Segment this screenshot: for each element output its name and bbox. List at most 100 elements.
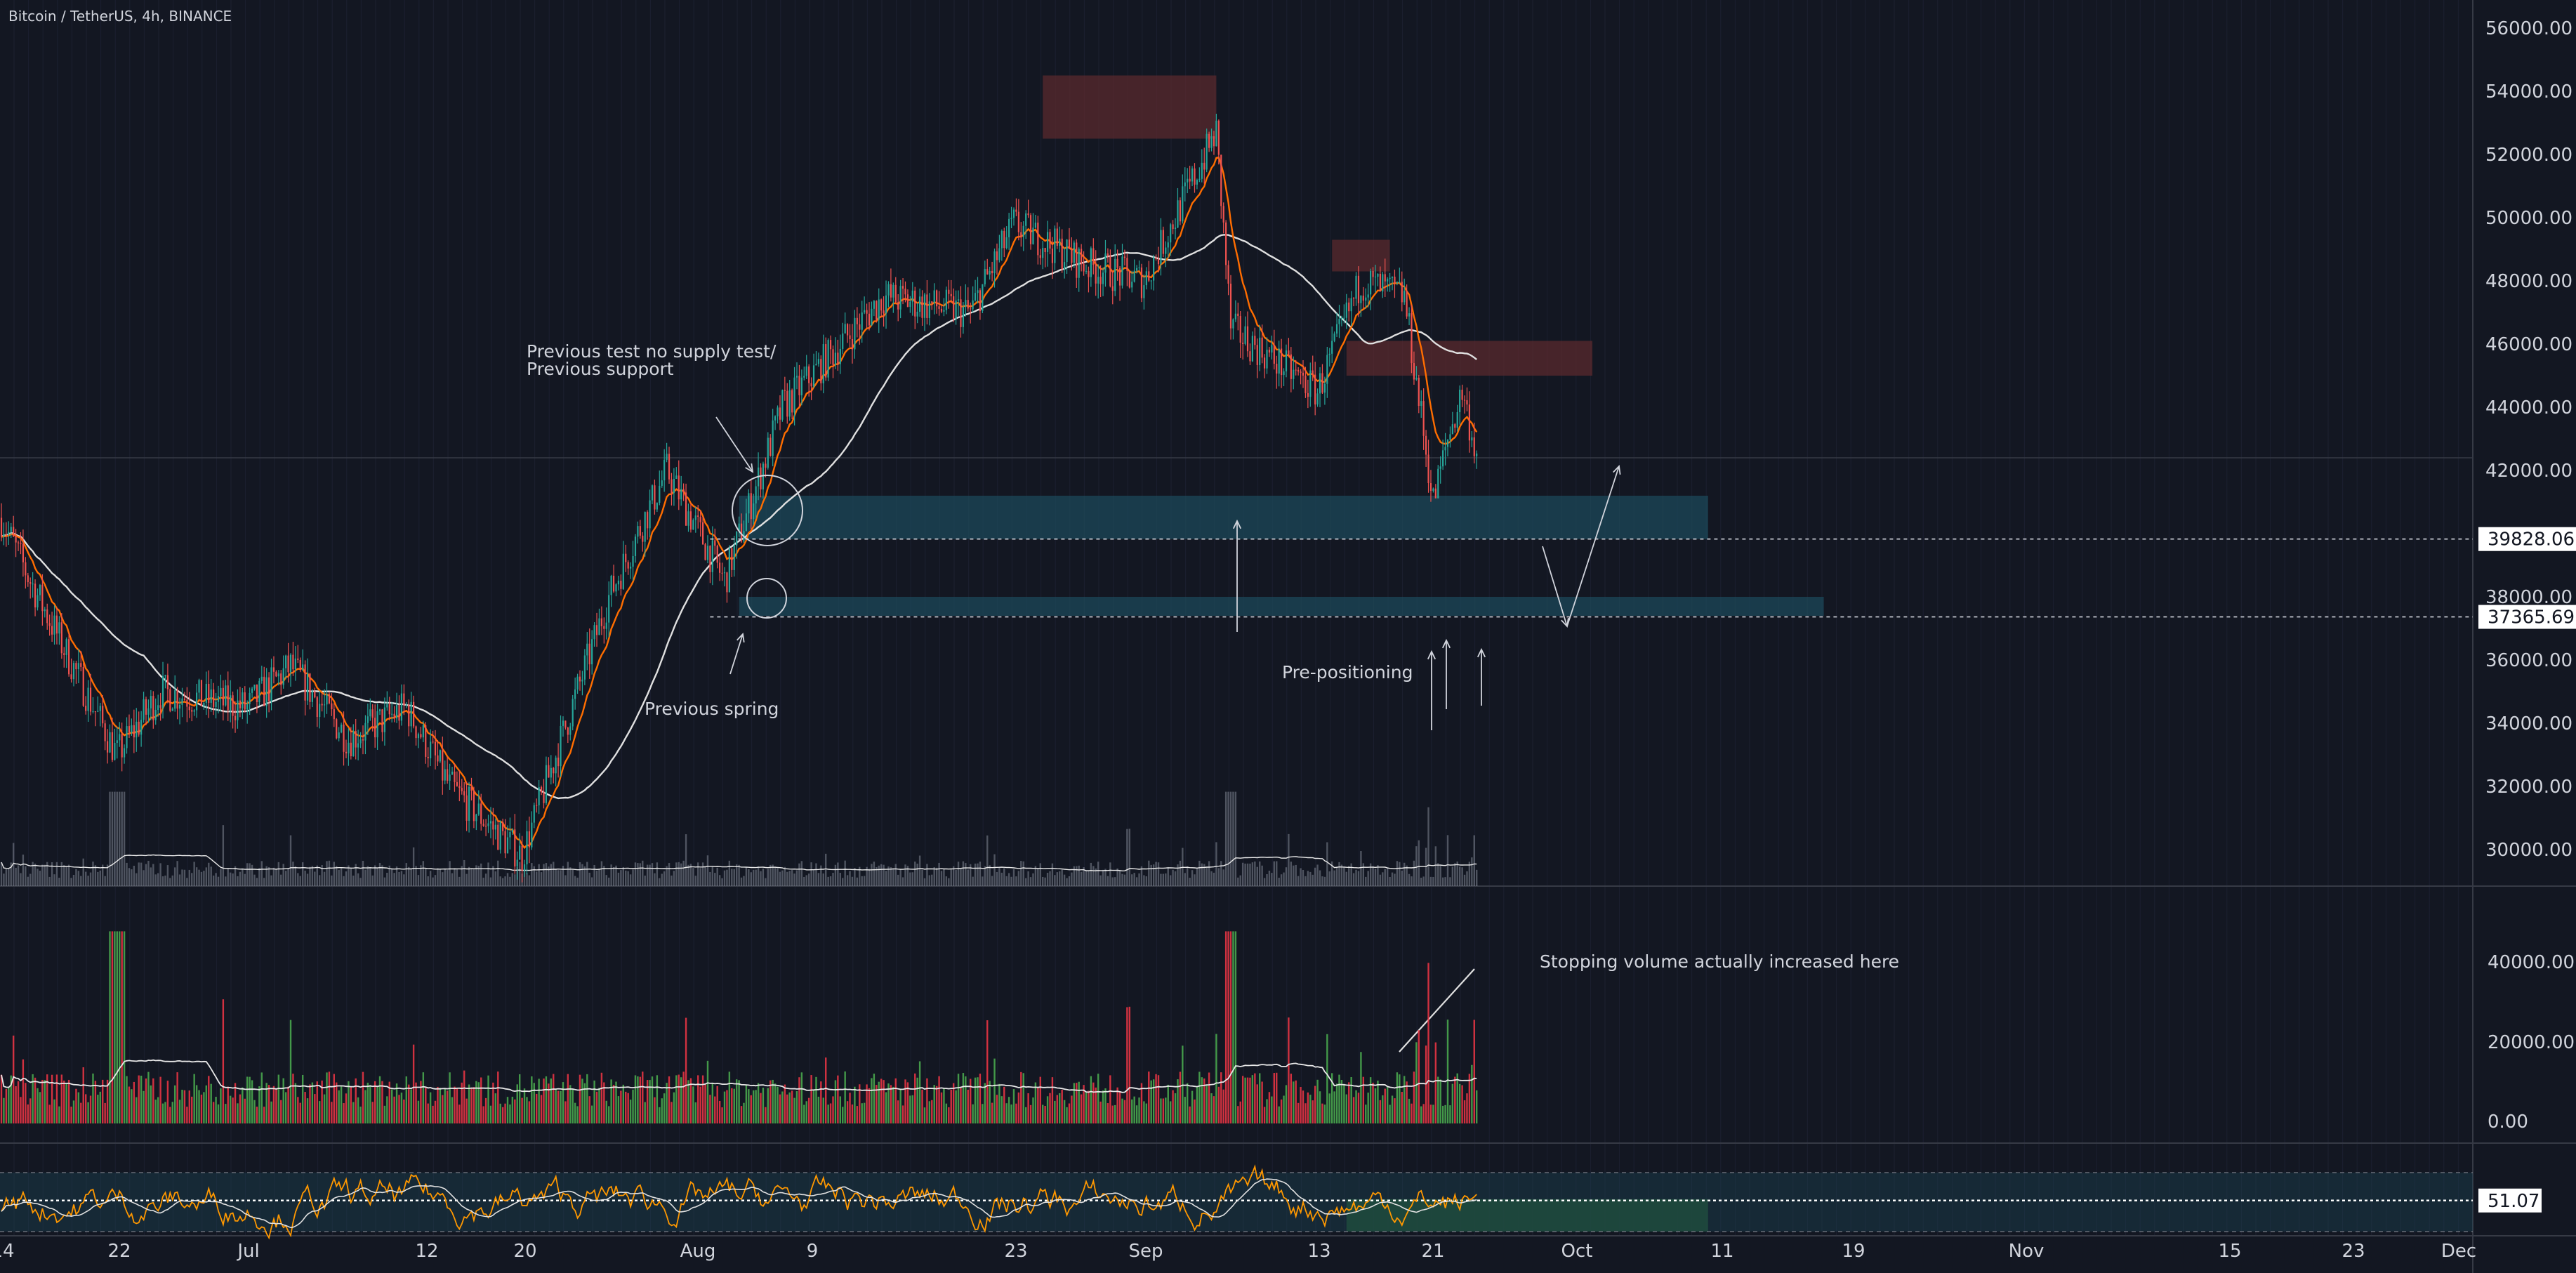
volume-bar bbox=[304, 1092, 306, 1123]
candle-body bbox=[282, 668, 284, 685]
candle-body bbox=[1461, 390, 1463, 400]
volume-bar bbox=[1227, 931, 1229, 1123]
candle-body bbox=[1044, 248, 1046, 252]
candle-body bbox=[51, 626, 53, 635]
candle-body bbox=[58, 622, 60, 634]
candle-body bbox=[834, 352, 837, 365]
volume-bar bbox=[911, 1095, 913, 1123]
volume-bar bbox=[740, 1106, 743, 1123]
rsi-marker-bg bbox=[2478, 1188, 2542, 1213]
candle-body bbox=[1326, 355, 1328, 384]
candle-body bbox=[716, 546, 718, 563]
volume-bar bbox=[1454, 1076, 1456, 1123]
overlay-volume-bar bbox=[661, 873, 663, 886]
volume-bar bbox=[41, 1079, 44, 1123]
candle-body bbox=[1128, 270, 1130, 288]
volume-bar bbox=[1155, 1074, 1157, 1123]
overlay-volume-bar bbox=[200, 871, 203, 886]
overlay-volume-bar bbox=[143, 870, 145, 886]
candle-body bbox=[285, 655, 287, 668]
candle-body bbox=[65, 639, 67, 655]
overlay-volume-bar bbox=[1256, 866, 1258, 886]
candle-body bbox=[136, 721, 138, 738]
candle-body bbox=[651, 485, 654, 501]
volume-bar bbox=[364, 1090, 366, 1123]
candle-body bbox=[1456, 412, 1458, 428]
overlay-volume-bar bbox=[345, 871, 348, 886]
volume-bar bbox=[574, 1102, 576, 1123]
overlay-volume-bar bbox=[1198, 860, 1201, 886]
overlay-volume-bar bbox=[147, 860, 150, 886]
candle-body bbox=[748, 493, 750, 514]
volume-bar bbox=[1177, 1079, 1179, 1123]
volume-bar bbox=[154, 1100, 157, 1123]
volume-bar bbox=[945, 1103, 948, 1123]
volume-bar bbox=[977, 1077, 979, 1123]
candle-body bbox=[612, 575, 615, 592]
volume-bar bbox=[425, 1088, 427, 1123]
volume-bar bbox=[446, 1090, 449, 1123]
candle-body bbox=[1384, 274, 1386, 282]
candle-body bbox=[1046, 232, 1049, 252]
candle-body bbox=[461, 788, 463, 791]
candle-body bbox=[936, 290, 938, 307]
candle-body bbox=[945, 289, 947, 310]
volume-bar bbox=[1391, 1095, 1394, 1123]
candles[interactable] bbox=[0, 114, 1478, 883]
volume-bar bbox=[671, 1102, 673, 1123]
volume-bar bbox=[1008, 1097, 1010, 1123]
volume-bar bbox=[451, 1097, 454, 1123]
overlay-volume-bar bbox=[1224, 791, 1227, 886]
candle-body bbox=[574, 689, 576, 699]
candle-body bbox=[473, 791, 475, 822]
candle-body bbox=[311, 691, 313, 702]
overlay-volume-bar bbox=[1348, 866, 1350, 886]
volume-bar bbox=[656, 1075, 659, 1123]
candle-body bbox=[1261, 337, 1263, 358]
candle-body bbox=[302, 664, 304, 671]
overlay-volume-bar bbox=[186, 878, 188, 886]
overlay-volume-bar bbox=[588, 872, 590, 886]
candle-body bbox=[154, 710, 157, 720]
volume-bar bbox=[629, 1100, 632, 1123]
volume-bar bbox=[1367, 1093, 1369, 1123]
volume-bar bbox=[1348, 1082, 1350, 1123]
candle-body bbox=[299, 659, 301, 671]
candle-body bbox=[489, 821, 492, 824]
volume-bar bbox=[555, 1089, 557, 1123]
overlay-volume-bar bbox=[1427, 807, 1429, 886]
candle-body bbox=[1357, 275, 1360, 303]
overlay-volume-bar bbox=[1116, 868, 1118, 886]
volume-bar bbox=[198, 1090, 200, 1123]
overlay-volume-bar bbox=[1234, 791, 1237, 886]
candle-body bbox=[772, 420, 774, 456]
overlay-volume-bar bbox=[499, 876, 501, 886]
volume-bar bbox=[644, 1102, 646, 1123]
candle-body bbox=[1182, 186, 1184, 222]
overlay-volume-bar bbox=[1391, 872, 1394, 886]
overlay-volume-bar bbox=[863, 876, 866, 886]
overlay-volume-bar bbox=[432, 877, 434, 886]
volume-bar bbox=[772, 1079, 774, 1123]
overlay-volume-bar bbox=[203, 871, 205, 886]
overlay-volume-bar bbox=[714, 873, 716, 886]
candle-body bbox=[593, 625, 595, 640]
overlay-volume-bar bbox=[458, 876, 461, 886]
overlay-volume-bar bbox=[1227, 791, 1229, 886]
volume-bar bbox=[743, 1102, 745, 1123]
candle-body bbox=[1160, 230, 1162, 265]
volume-bar bbox=[887, 1083, 890, 1123]
overlay-volume-bar bbox=[709, 871, 711, 886]
overlay-volume-bar bbox=[685, 834, 687, 886]
overlay-volume-bar bbox=[388, 865, 390, 886]
overlay-volume-bar bbox=[972, 876, 974, 886]
candle-body bbox=[548, 765, 550, 778]
volume-bar bbox=[1295, 1080, 1297, 1123]
candle-body bbox=[1081, 249, 1083, 264]
volume-bar bbox=[499, 1103, 501, 1123]
volume-bar bbox=[272, 1086, 275, 1123]
overlay-volume-bar bbox=[1184, 873, 1186, 886]
overlay-volume-bar bbox=[246, 863, 249, 886]
overlay-volume-bar bbox=[955, 869, 957, 886]
